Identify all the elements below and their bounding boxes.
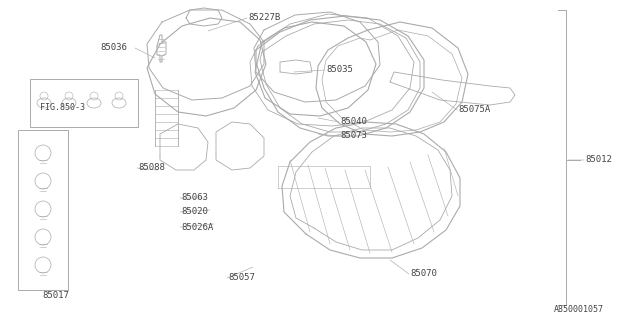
Text: 85026A: 85026A — [181, 222, 213, 231]
Text: 85088: 85088 — [138, 164, 165, 172]
Text: 85035: 85035 — [326, 66, 353, 75]
Text: 85036: 85036 — [100, 44, 127, 52]
Bar — [30, 79, 138, 127]
Bar — [18, 130, 68, 290]
Text: 85227B: 85227B — [248, 13, 280, 22]
Text: 85012: 85012 — [585, 156, 612, 164]
Text: 85075A: 85075A — [458, 106, 490, 115]
Text: FIG.850-3: FIG.850-3 — [40, 102, 85, 111]
Text: 85057: 85057 — [228, 274, 255, 283]
Text: 85040: 85040 — [340, 117, 367, 126]
Text: 85073: 85073 — [340, 132, 367, 140]
Text: A850001057: A850001057 — [554, 306, 604, 315]
Text: 85063: 85063 — [181, 194, 208, 203]
Text: 85020: 85020 — [181, 207, 208, 217]
Text: 85070: 85070 — [410, 269, 437, 278]
Text: 85017: 85017 — [42, 291, 69, 300]
